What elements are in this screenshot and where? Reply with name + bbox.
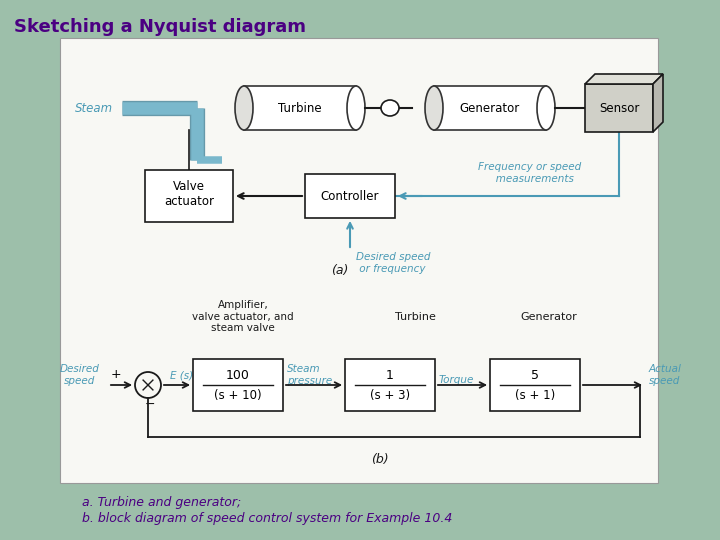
Text: Frequency or speed
   measurements: Frequency or speed measurements bbox=[478, 162, 582, 184]
Bar bbox=[345, 359, 435, 411]
Ellipse shape bbox=[381, 100, 399, 116]
Ellipse shape bbox=[235, 86, 253, 130]
Ellipse shape bbox=[347, 86, 365, 130]
Text: Desired
speed: Desired speed bbox=[60, 364, 100, 386]
Bar bbox=[305, 174, 395, 218]
Bar bbox=[585, 84, 653, 132]
Text: (b): (b) bbox=[372, 453, 389, 466]
Text: (s + 3): (s + 3) bbox=[370, 389, 410, 402]
Text: (s + 1): (s + 1) bbox=[515, 389, 555, 402]
Text: (a): (a) bbox=[331, 264, 348, 277]
Bar bbox=[145, 170, 233, 222]
Text: Desired speed
 or frequency: Desired speed or frequency bbox=[356, 252, 431, 274]
Text: Generator: Generator bbox=[460, 103, 520, 116]
Text: b. block diagram of speed control system for Example 10.4: b. block diagram of speed control system… bbox=[82, 512, 452, 525]
Ellipse shape bbox=[537, 86, 555, 130]
Text: Steam
pressure: Steam pressure bbox=[287, 364, 332, 386]
Text: Torque: Torque bbox=[439, 375, 474, 385]
Text: Valve
actuator: Valve actuator bbox=[164, 180, 214, 208]
Polygon shape bbox=[585, 74, 663, 84]
Text: a. Turbine and generator;: a. Turbine and generator; bbox=[82, 496, 241, 509]
Bar bbox=[193, 359, 283, 411]
Text: E (s): E (s) bbox=[170, 370, 193, 380]
Text: Amplifier,
valve actuator, and
steam valve: Amplifier, valve actuator, and steam val… bbox=[192, 300, 294, 333]
Text: Generator: Generator bbox=[521, 312, 577, 322]
Text: Sensor: Sensor bbox=[599, 103, 639, 116]
Bar bbox=[490, 359, 580, 411]
Polygon shape bbox=[653, 74, 663, 132]
Text: −: − bbox=[145, 398, 156, 411]
Bar bbox=[244, 86, 356, 130]
Text: 1: 1 bbox=[386, 369, 394, 382]
Text: +: + bbox=[111, 368, 121, 381]
Text: Sketching a Nyquist diagram: Sketching a Nyquist diagram bbox=[14, 18, 306, 36]
Text: 100: 100 bbox=[226, 369, 250, 382]
Text: (s + 10): (s + 10) bbox=[214, 389, 262, 402]
Text: Controller: Controller bbox=[320, 190, 379, 202]
Ellipse shape bbox=[425, 86, 443, 130]
Text: Turbine: Turbine bbox=[395, 312, 436, 322]
FancyBboxPatch shape bbox=[60, 38, 658, 483]
Text: Actual
speed: Actual speed bbox=[649, 364, 682, 386]
Text: Turbine: Turbine bbox=[278, 103, 322, 116]
Text: Steam: Steam bbox=[75, 102, 113, 114]
Text: 5: 5 bbox=[531, 369, 539, 382]
Bar bbox=[434, 86, 546, 130]
